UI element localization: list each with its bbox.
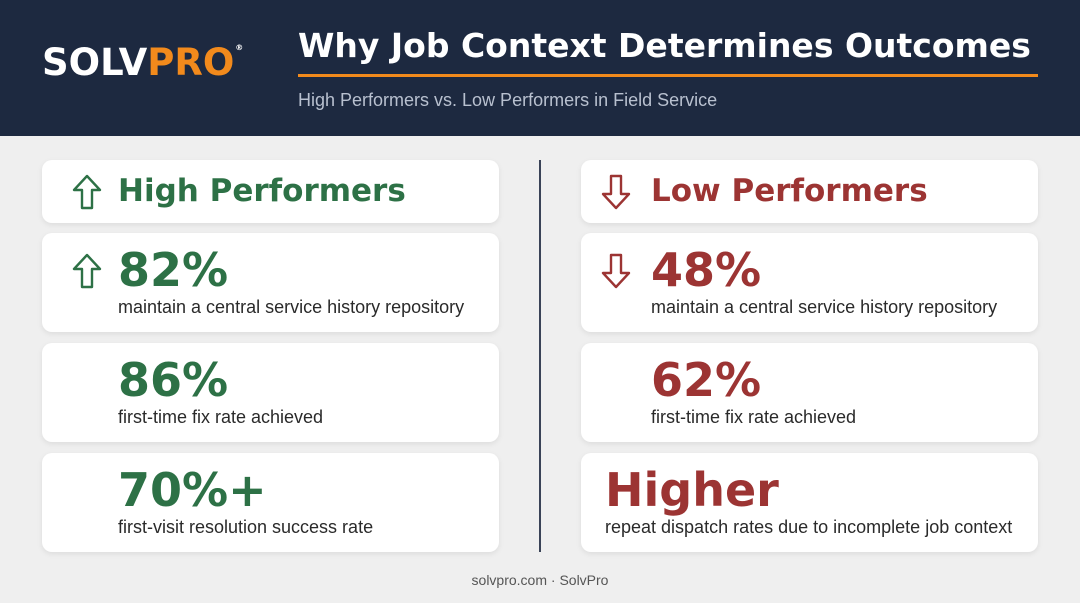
- high-stat-value: 82%: [118, 243, 229, 297]
- arrow-up-icon: [70, 173, 104, 211]
- high-stat-description: first-time fix rate achieved: [118, 407, 324, 427]
- arrow-up-icon: [70, 252, 104, 290]
- high-performers-label: High Performers: [118, 173, 406, 209]
- logo-accent: PRO: [147, 41, 235, 84]
- logo-registered-mark: ®: [235, 43, 244, 52]
- arrow-down-icon: [599, 252, 633, 290]
- low-stat-card: Higher repeat dispatch rates due to inco…: [581, 453, 1038, 552]
- high-performers-header: High Performers: [42, 160, 499, 223]
- solvpro-logo: SOLVPRO®: [42, 41, 244, 84]
- low-stat-value: 62%: [651, 353, 762, 407]
- high-stat-value: 70%+: [118, 463, 267, 517]
- low-stat-description: maintain a central service history repos…: [651, 297, 998, 317]
- logo-main: SOLV: [42, 41, 148, 84]
- low-stat-description: repeat dispatch rates due to incomplete …: [605, 517, 1013, 537]
- high-stat-card: 86% first-time fix rate achieved: [42, 343, 499, 442]
- page-subtitle: High Performers vs. Low Performers in Fi…: [298, 90, 718, 110]
- header-banner: SOLVPRO® Why Job Context Determines Outc…: [0, 0, 1080, 136]
- low-stat-value: Higher: [605, 463, 779, 517]
- footer-credit: solvpro.com · SolvPro: [471, 572, 609, 588]
- low-performers-header: Low Performers: [581, 160, 1038, 223]
- high-stat-value: 86%: [118, 353, 229, 407]
- high-stat-card: 82% maintain a central service history r…: [42, 233, 499, 332]
- high-stat-description: maintain a central service history repos…: [118, 297, 465, 317]
- low-stat-value: 48%: [651, 243, 762, 297]
- low-performers-label: Low Performers: [651, 173, 928, 209]
- low-stat-card: 48% maintain a central service history r…: [581, 233, 1038, 332]
- low-stat-description: first-time fix rate achieved: [651, 407, 857, 427]
- title-underline: [298, 74, 1038, 77]
- low-stat-card: 62% first-time fix rate achieved: [581, 343, 1038, 442]
- page-title: Why Job Context Determines Outcomes: [298, 26, 1031, 65]
- column-divider: [539, 160, 541, 552]
- high-stat-card: 70%+ first-visit resolution success rate: [42, 453, 499, 552]
- high-stat-description: first-visit resolution success rate: [118, 517, 374, 537]
- arrow-down-icon: [599, 173, 633, 211]
